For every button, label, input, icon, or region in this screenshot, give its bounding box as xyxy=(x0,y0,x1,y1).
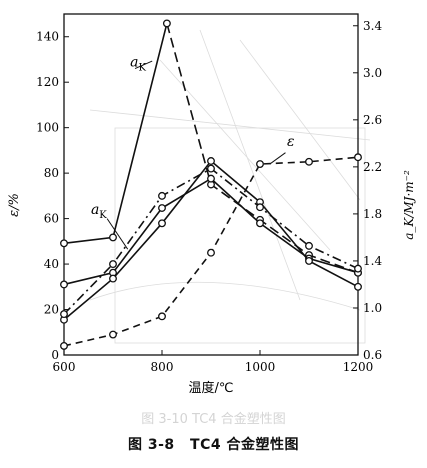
series-1 xyxy=(60,19,362,277)
data-point xyxy=(162,19,171,28)
left-axis-ticks: 0 20 40 60 80 100 120 140 xyxy=(36,30,69,362)
data-point xyxy=(109,233,117,242)
data-point xyxy=(305,157,313,166)
y-axis-left-label: ε/% xyxy=(7,193,22,217)
series-5 xyxy=(60,153,362,350)
series-4 xyxy=(60,164,362,319)
data-point xyxy=(207,174,215,183)
data-point xyxy=(207,248,215,257)
data-point xyxy=(305,256,313,265)
series-line xyxy=(63,167,359,315)
data-point xyxy=(158,191,166,200)
figure-number: 图 3-8 xyxy=(128,437,175,453)
data-point xyxy=(158,219,166,228)
chart: 600 800 1000 1200 0 20 40 60 80 100 120 140 0.6 1.0… xyxy=(7,13,416,396)
data-point xyxy=(354,264,362,273)
data-point xyxy=(109,330,117,339)
left-tick-label: 40 xyxy=(44,257,59,271)
data-point xyxy=(109,274,117,283)
data-point xyxy=(207,164,215,173)
bleed-through-text: 图 3-10 TC4 合金塑性图 xyxy=(141,412,286,427)
x-tick-label: 800 xyxy=(151,360,174,374)
data-point xyxy=(305,241,313,250)
annotation-subscript: K xyxy=(99,210,107,221)
data-point xyxy=(256,160,264,168)
x-tick-label: 1000 xyxy=(245,360,276,374)
series-annotation: aK xyxy=(130,54,146,73)
left-tick-label: 140 xyxy=(36,30,59,44)
figure-caption: 图 3-8 TC4 合金塑性图 xyxy=(0,434,427,454)
data-point xyxy=(354,153,362,162)
right-tick-label: 1.4 xyxy=(363,254,382,268)
series-layer xyxy=(60,19,362,350)
left-tick-label: 120 xyxy=(36,75,59,89)
right-tick-label: 0.6 xyxy=(363,348,382,362)
bleed-through-decoration xyxy=(89,29,371,344)
x-axis-label: 温度/℃ xyxy=(189,380,234,396)
y-axis-right-label: a_K/MJ·m⁻² xyxy=(402,170,416,240)
series-annotation: ε xyxy=(287,134,295,150)
data-point xyxy=(256,203,264,212)
data-point xyxy=(158,204,166,212)
data-point xyxy=(109,260,117,269)
series-line xyxy=(166,23,359,274)
left-tick-label: 100 xyxy=(36,121,59,135)
right-tick-label: 2.6 xyxy=(363,113,382,127)
right-tick-label: 3.4 xyxy=(363,19,382,33)
data-point xyxy=(60,310,68,319)
x-axis-ticks: 600 800 1000 1200 xyxy=(53,350,374,374)
x-tick-label: 1200 xyxy=(343,360,374,374)
right-tick-label: 2.2 xyxy=(363,160,382,174)
left-tick-label: 60 xyxy=(44,212,59,226)
annotation-leader xyxy=(106,218,129,250)
left-tick-label: 20 xyxy=(44,303,59,317)
series-3 xyxy=(60,157,362,324)
series-annotation: aK xyxy=(91,202,107,221)
right-tick-label: 1.8 xyxy=(363,207,382,221)
figure-title: TC4 合金塑性图 xyxy=(190,437,299,453)
right-tick-label: 3.0 xyxy=(363,66,382,80)
x-tick-label: 600 xyxy=(53,360,76,374)
annotation-subscript: K xyxy=(139,62,147,73)
right-axis-ticks: 0.6 1.0 1.4 1.8 2.2 2.6 3.0 3.4 xyxy=(353,19,382,362)
left-tick-label: 0 xyxy=(51,348,59,362)
plot-frame xyxy=(63,13,359,356)
data-point xyxy=(256,219,264,228)
data-point xyxy=(60,280,68,289)
right-tick-label: 1.0 xyxy=(363,301,382,315)
annotation-leader xyxy=(269,152,286,165)
data-point xyxy=(207,157,215,165)
data-point xyxy=(60,341,68,350)
data-point xyxy=(354,282,362,291)
annotation-leader xyxy=(134,60,153,70)
data-point xyxy=(60,239,68,248)
data-point xyxy=(158,312,166,321)
left-tick-label: 80 xyxy=(44,166,59,180)
plot-area: 600 800 1000 1200 0 20 40 60 80 100 120 140 0.6 1.0… xyxy=(7,13,416,396)
